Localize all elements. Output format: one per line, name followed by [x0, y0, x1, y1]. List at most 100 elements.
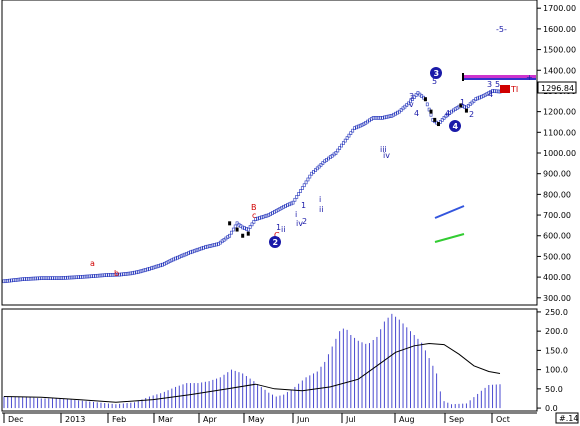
wave-label-blue: 3 — [487, 80, 492, 89]
price-mark — [345, 136, 349, 140]
price-mark — [230, 230, 233, 235]
price-mark — [438, 120, 442, 124]
price-mark — [481, 94, 485, 98]
wave-label-blue: 5 — [432, 77, 437, 86]
price-mark — [463, 105, 466, 109]
price-mark — [183, 252, 187, 257]
wave-label-blue: i — [295, 210, 297, 219]
indicator-tick-label: 100.0 — [545, 366, 568, 375]
price-mark — [49, 276, 53, 280]
price-mark — [45, 276, 49, 280]
wave-label-blue: v — [409, 100, 414, 109]
price-tick-label: 900.00 — [543, 170, 571, 179]
price-mark — [287, 202, 291, 207]
price-mark — [73, 275, 77, 280]
price-mark — [19, 277, 23, 282]
month-label: Feb — [112, 415, 126, 424]
price-mark — [276, 208, 280, 212]
price-mark — [10, 278, 13, 283]
price-mark — [121, 272, 125, 277]
price-mark — [110, 273, 114, 277]
price-mark — [192, 249, 196, 253]
price-mark — [407, 101, 411, 106]
wave-label-blue: 2 — [469, 110, 474, 119]
price-mark — [336, 148, 340, 153]
month-label: Jun — [296, 415, 310, 424]
price-mark — [86, 274, 90, 279]
price-mark — [267, 213, 271, 217]
indicator-tick-label: 200.0 — [545, 327, 568, 336]
price-mark — [258, 216, 261, 220]
wave-label-blue: iii — [380, 145, 387, 154]
wave-label-red: B — [251, 203, 257, 212]
price-mark — [215, 242, 218, 247]
price-mark — [274, 209, 278, 213]
wave-label-red: c — [252, 211, 256, 220]
price-mark — [39, 276, 43, 280]
price-tick-label: 1500.00 — [543, 46, 576, 55]
price-mark — [88, 274, 92, 279]
price-mark — [265, 213, 269, 218]
correction-mark — [464, 108, 468, 113]
price-mark — [149, 266, 153, 271]
price-mark — [382, 115, 386, 120]
price-mark — [231, 227, 235, 232]
price-mark — [299, 189, 302, 193]
correction-mark — [228, 221, 232, 226]
price-mark — [30, 276, 34, 281]
price-mark — [388, 114, 392, 118]
wave-circle-label: 2 — [273, 238, 279, 247]
price-mark — [485, 92, 489, 96]
price-mark — [101, 273, 105, 278]
price-mark — [272, 210, 276, 214]
price-mark — [269, 212, 273, 216]
price-mark — [355, 125, 358, 130]
price-mark — [377, 116, 381, 120]
price-mark — [26, 277, 30, 281]
price-tick-label: 1600.00 — [543, 25, 576, 34]
target-bar-magenta — [462, 75, 536, 78]
average-line — [3, 342, 501, 403]
price-mark — [17, 277, 21, 282]
wave-circle-3 — [430, 67, 442, 79]
price-mark — [375, 116, 379, 120]
price-mark — [289, 201, 293, 206]
price-mark — [246, 227, 250, 232]
price-mark — [494, 89, 498, 94]
price-mark — [203, 245, 207, 249]
price-mark — [280, 206, 284, 210]
price-mark — [198, 247, 202, 251]
price-mark — [341, 141, 345, 145]
wave-label-blue: 4 — [445, 109, 450, 118]
price-mark — [153, 265, 157, 269]
price-mark — [15, 277, 19, 282]
price-mark — [489, 90, 493, 94]
price-mark — [97, 273, 101, 278]
price-mark — [263, 214, 267, 219]
price-tick-label: 600.00 — [543, 232, 571, 241]
correction-mark — [459, 103, 463, 108]
price-mark — [358, 123, 362, 128]
price-mark — [80, 275, 84, 279]
channel-line-blue — [434, 205, 465, 219]
price-mark — [162, 262, 166, 266]
price-mark — [396, 110, 399, 115]
price-mark — [493, 89, 496, 93]
indicator-panel-frame — [1, 308, 538, 412]
price-mark — [308, 174, 312, 179]
price-mark — [64, 276, 67, 280]
price-mark — [381, 116, 384, 120]
price-mark — [356, 124, 360, 129]
price-mark — [28, 276, 32, 281]
price-mark — [474, 97, 478, 102]
price-mark — [69, 275, 73, 280]
price-mark — [177, 255, 181, 259]
correction-mark — [429, 109, 433, 114]
wave-circle-4 — [449, 120, 461, 132]
indicator-tick-label: 150.0 — [545, 346, 568, 355]
price-mark — [77, 275, 80, 279]
indicator-axis: 250.0 200.0 150.0 100.0 50.0 0.0 — [537, 308, 568, 413]
indicator-tick-label: 250.0 — [545, 308, 568, 317]
price-mark — [112, 273, 116, 277]
